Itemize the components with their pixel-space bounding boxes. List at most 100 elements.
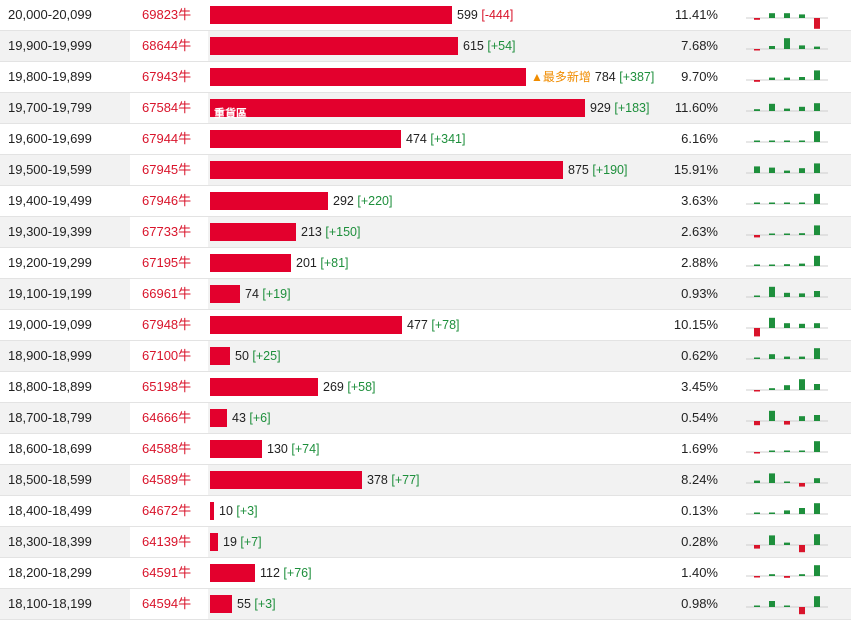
sparkline-bar bbox=[814, 596, 820, 607]
cbbc-code-link[interactable]: 65198牛 bbox=[130, 372, 208, 402]
trend-sparkline-svg bbox=[746, 317, 828, 337]
sparkline-bar bbox=[814, 384, 820, 390]
oi-value: 19 bbox=[223, 535, 237, 549]
sparkline-bar bbox=[814, 131, 820, 142]
sparkline-bar bbox=[754, 80, 760, 82]
table-row: 19,300-19,399 67733牛 213 [+150] 2.63% bbox=[0, 217, 851, 248]
oi-info: 19 [+7] bbox=[223, 527, 262, 557]
table-row: 18,700-18,799 64666牛 43 [+6] 0.54% bbox=[0, 403, 851, 434]
cbbc-code-link[interactable]: 67733牛 bbox=[130, 217, 208, 247]
oi-percent: 11.41% bbox=[674, 7, 718, 22]
table-row: 19,600-19,699 67944牛 474 [+341] 6.16% bbox=[0, 124, 851, 155]
cbbc-code-link[interactable]: 67584牛 bbox=[130, 93, 208, 123]
cbbc-code-link[interactable]: 64666牛 bbox=[130, 403, 208, 433]
cbbc-code-link[interactable]: 64139牛 bbox=[130, 527, 208, 557]
table-row: 18,400-18,499 64672牛 10 [+3] 0.13% bbox=[0, 496, 851, 527]
sparkline-bar bbox=[784, 38, 790, 49]
sparkline-bar bbox=[799, 263, 805, 266]
cbbc-code-link[interactable]: 67943牛 bbox=[130, 62, 208, 92]
oi-change: [+81] bbox=[320, 256, 349, 270]
oi-percent: 0.13% bbox=[681, 503, 718, 518]
table-row: 18,600-18,699 64588牛 130 [+74] 1.69% bbox=[0, 434, 851, 465]
oi-bar bbox=[210, 130, 401, 148]
sparkline-bar bbox=[814, 193, 820, 204]
price-range: 18,500-18,599 bbox=[8, 472, 92, 487]
table-row: 19,400-19,499 67946牛 292 [+220] 3.63% bbox=[0, 186, 851, 217]
trend-sparkline bbox=[746, 465, 828, 495]
oi-bar-cell: 292 [+220] bbox=[210, 186, 630, 216]
oi-info: 10 [+3] bbox=[219, 496, 258, 526]
sparkline-bar bbox=[784, 292, 790, 297]
oi-change: [+54] bbox=[487, 39, 516, 53]
oi-percent: 0.54% bbox=[681, 410, 718, 425]
oi-bar-cell: 112 [+76] bbox=[210, 558, 630, 588]
sparkline-bar bbox=[784, 481, 790, 483]
cbbc-code-link[interactable]: 67946牛 bbox=[130, 186, 208, 216]
oi-value: 784 bbox=[594, 70, 616, 84]
cbbc-code-link[interactable]: 64589牛 bbox=[130, 465, 208, 495]
oi-value: 50 bbox=[235, 349, 249, 363]
table-row: 19,100-19,199 66961牛 74 [+19] 0.93% bbox=[0, 279, 851, 310]
oi-info: ▲最多新增 784 [+387] bbox=[531, 62, 654, 92]
table-row: 18,900-18,999 67100牛 50 [+25] 0.62% bbox=[0, 341, 851, 372]
cbbc-code-link[interactable]: 66961牛 bbox=[130, 279, 208, 309]
sparkline-bar bbox=[784, 542, 790, 545]
oi-bar-cell: 378 [+77] bbox=[210, 465, 630, 495]
oi-change: [+190] bbox=[592, 163, 628, 177]
trend-sparkline-svg bbox=[746, 70, 828, 82]
sparkline-bar bbox=[769, 286, 775, 297]
sparkline-bar bbox=[754, 605, 760, 607]
cbbc-code-link[interactable]: 64594牛 bbox=[130, 589, 208, 619]
sparkline-bar bbox=[754, 235, 760, 238]
cbbc-code-link[interactable]: 67945牛 bbox=[130, 155, 208, 185]
sparkline-bar bbox=[769, 512, 775, 514]
oi-bar: 重貨區 bbox=[210, 99, 585, 120]
oi-value: 55 bbox=[237, 597, 251, 611]
cbbc-code-link[interactable]: 69823牛 bbox=[130, 0, 208, 30]
oi-bar-cell: 43 [+6] bbox=[210, 403, 630, 433]
oi-percent: 6.16% bbox=[681, 131, 718, 146]
sparkline-bar bbox=[814, 70, 820, 80]
oi-bar-cell: 重貨區 929 [+183] bbox=[210, 93, 649, 123]
price-range: 19,300-19,399 bbox=[8, 224, 92, 239]
oi-change: [+220] bbox=[357, 194, 393, 208]
oi-bar bbox=[210, 440, 262, 458]
cbbc-code-link[interactable]: 64591牛 bbox=[130, 558, 208, 588]
cbbc-code-link[interactable]: 64672牛 bbox=[130, 496, 208, 526]
oi-value: 112 bbox=[260, 566, 280, 580]
oi-value: 599 bbox=[457, 8, 478, 22]
cbbc-code-link[interactable]: 64588牛 bbox=[130, 434, 208, 464]
trend-sparkline bbox=[746, 434, 828, 464]
sparkline-bar bbox=[784, 450, 790, 452]
trend-sparkline-svg bbox=[746, 348, 828, 360]
price-range: 19,500-19,599 bbox=[8, 162, 92, 177]
cbbc-code-link[interactable]: 67948牛 bbox=[130, 310, 208, 340]
sparkline-bar bbox=[754, 202, 760, 204]
cbbc-code-link[interactable]: 68644牛 bbox=[130, 31, 208, 61]
table-row: 19,000-19,099 67948牛 477 [+78] 10.15% bbox=[0, 310, 851, 341]
table-row: 19,800-19,899 67943牛 ▲最多新增 784 [+387] 9.7… bbox=[0, 62, 851, 93]
trend-sparkline-svg bbox=[746, 131, 828, 143]
oi-bar-cell: 615 [+54] bbox=[210, 31, 630, 61]
oi-change: [+76] bbox=[283, 566, 312, 580]
sparkline-bar bbox=[784, 510, 790, 514]
sparkline-bar bbox=[754, 18, 760, 20]
price-range: 19,800-19,899 bbox=[8, 69, 92, 84]
sparkline-bar bbox=[754, 295, 760, 297]
oi-bar-cell: 875 [+190] bbox=[210, 155, 630, 185]
oi-change: [+3] bbox=[236, 504, 258, 518]
sparkline-bar bbox=[769, 354, 775, 359]
sparkline-bar bbox=[799, 508, 805, 514]
sparkline-bar bbox=[814, 534, 820, 545]
oi-change: [+58] bbox=[347, 380, 376, 394]
sparkline-bar bbox=[769, 233, 775, 235]
oi-bar-cell: 19 [+7] bbox=[210, 527, 630, 557]
price-range: 18,700-18,799 bbox=[8, 410, 92, 425]
cbbc-code-link[interactable]: 67195牛 bbox=[130, 248, 208, 278]
sparkline-bar bbox=[799, 106, 805, 111]
cbbc-code-link[interactable]: 67100牛 bbox=[130, 341, 208, 371]
oi-bar bbox=[210, 347, 230, 365]
sparkline-bar bbox=[769, 410, 775, 421]
cbbc-code-link[interactable]: 67944牛 bbox=[130, 124, 208, 154]
sparkline-bar bbox=[754, 576, 760, 578]
